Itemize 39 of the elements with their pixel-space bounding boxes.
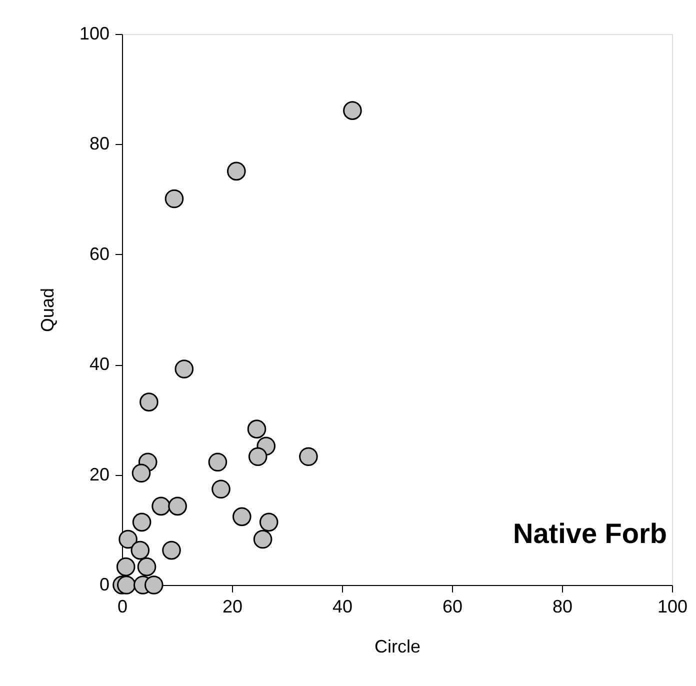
point	[162, 540, 181, 560]
point	[132, 464, 151, 483]
point	[130, 540, 150, 560]
annotation: Native Forb	[512, 518, 667, 549]
point	[140, 392, 158, 412]
x-axis-title: Circle	[374, 636, 421, 656]
point	[247, 420, 266, 438]
y-tick-label: 20	[89, 464, 110, 484]
point	[226, 162, 246, 181]
point	[116, 576, 136, 594]
y-tick-label: 100	[79, 24, 110, 44]
y-tick-label: 60	[89, 244, 110, 264]
point	[118, 530, 138, 549]
y-axis-title: Quad	[37, 288, 58, 332]
x-tick-label: 100	[657, 596, 688, 616]
x-tick-label: 60	[442, 596, 463, 616]
point	[174, 360, 194, 378]
point	[208, 452, 228, 472]
y-tick-label: 0	[99, 574, 110, 594]
point	[116, 557, 136, 576]
point	[248, 447, 268, 466]
point	[253, 530, 272, 549]
point	[144, 576, 164, 594]
point	[299, 447, 318, 466]
point	[168, 496, 187, 516]
point	[137, 557, 156, 576]
x-tick-label: 80	[552, 596, 573, 616]
point	[343, 101, 362, 120]
point	[212, 480, 230, 499]
point	[259, 512, 278, 532]
x-tick-label: 0	[117, 596, 128, 616]
y-tick-label: 40	[89, 354, 110, 374]
y-tick-label: 80	[89, 134, 110, 154]
point	[232, 507, 252, 526]
point	[152, 496, 170, 516]
point	[164, 189, 184, 208]
point	[132, 512, 152, 532]
x-tick-label: 20	[222, 596, 243, 616]
x-tick-label: 40	[332, 596, 353, 616]
